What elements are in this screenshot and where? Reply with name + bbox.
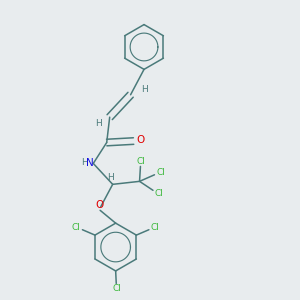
Text: N: N [86, 158, 94, 168]
Text: H: H [95, 118, 102, 127]
Text: H: H [81, 158, 88, 167]
Text: H: H [142, 85, 148, 94]
Text: Cl: Cl [72, 223, 81, 232]
Text: H: H [107, 173, 114, 182]
Text: Cl: Cl [154, 189, 164, 198]
Text: O: O [95, 200, 104, 210]
Text: Cl: Cl [151, 223, 160, 232]
Text: Cl: Cl [157, 168, 166, 177]
Text: O: O [136, 135, 145, 146]
Text: Cl: Cl [112, 284, 121, 293]
Text: Cl: Cl [136, 157, 145, 166]
